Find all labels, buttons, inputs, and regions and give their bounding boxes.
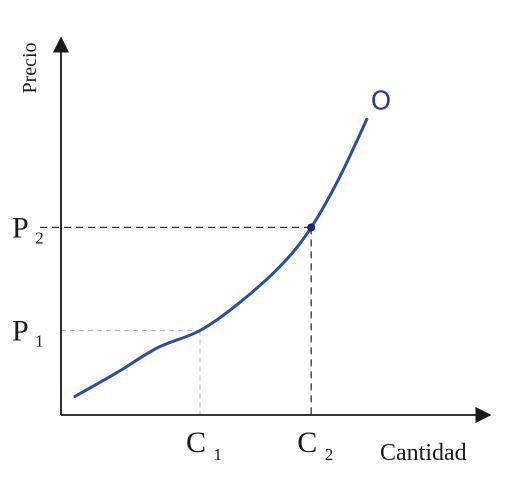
tick-label-p2: P 2	[12, 211, 44, 247]
tick-label-c2: C 2	[297, 426, 333, 464]
point-marker-p2	[307, 223, 316, 232]
tick-label-p1-sub: 1	[35, 332, 44, 351]
y-axis-label: Precio	[19, 42, 41, 93]
tick-label-c2-main: C	[297, 426, 317, 459]
tick-label-p2-main: P	[12, 211, 28, 244]
supply-curve	[73, 117, 369, 398]
tick-label-p1: P 1	[12, 315, 44, 351]
tick-label-p2-sub: 2	[35, 228, 44, 247]
tick-label-c1-main: C	[186, 426, 206, 459]
tick-label-p1-main: P	[12, 315, 28, 348]
supply-curve-label: O	[371, 86, 391, 116]
tick-label-c1: C 1	[186, 426, 222, 464]
tick-label-c1-sub: 1	[214, 445, 223, 464]
x-axis-label: Cantidad	[380, 440, 467, 466]
tick-label-c2-sub: 2	[325, 445, 334, 464]
